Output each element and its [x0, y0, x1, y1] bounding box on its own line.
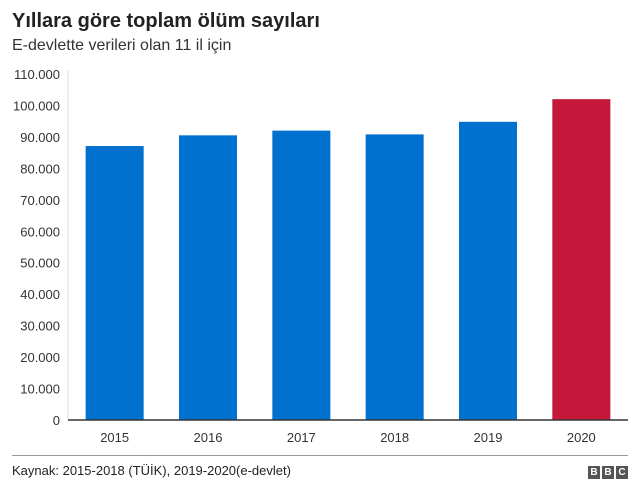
bar-2019	[459, 121, 517, 420]
y-tick-label: 10.000	[20, 382, 60, 397]
y-tick-label: 100.000	[13, 98, 60, 113]
x-tick-label: 2017	[287, 430, 316, 445]
chart-subtitle: E-devlette verileri olan 11 il için	[12, 37, 232, 54]
logo-letter: B	[602, 466, 614, 479]
x-tick-label: 2015	[100, 430, 129, 445]
y-tick-label: 80.000	[20, 161, 60, 176]
logo-letter: C	[616, 466, 628, 479]
y-tick-label: 50.000	[20, 256, 60, 271]
x-tick-label: 2020	[567, 430, 596, 445]
bar-2015	[85, 146, 144, 420]
x-tick-label: 2016	[194, 430, 223, 445]
y-tick-label: 90.000	[20, 130, 60, 145]
x-tick-label: 2019	[474, 430, 503, 445]
logo-letter: B	[588, 466, 600, 479]
y-tick-label: 60.000	[20, 224, 60, 239]
bar-chart: 0 10.000 20.000 30.000 40.000 50.000 60.000 70.…	[13, 67, 628, 445]
y-tick-label: 70.000	[20, 193, 60, 208]
x-tick-label: 2018	[380, 430, 409, 445]
chart-title: Yıllara göre toplam ölüm sayıları	[12, 10, 320, 32]
source-note: Kaynak: 2015-2018 (TÜİK), 2019-2020(e-de…	[12, 463, 291, 478]
y-tick-label: 0	[53, 413, 60, 428]
bar-2020	[552, 99, 611, 420]
y-tick-label: 40.000	[20, 287, 60, 302]
bar-2018	[365, 134, 424, 420]
bar-2016	[179, 135, 237, 420]
y-tick-label: 110.000	[14, 67, 60, 82]
bar-2017	[272, 130, 331, 421]
y-tick-label: 20.000	[20, 350, 60, 365]
y-tick-label: 30.000	[20, 319, 60, 334]
footer-divider	[12, 455, 628, 456]
